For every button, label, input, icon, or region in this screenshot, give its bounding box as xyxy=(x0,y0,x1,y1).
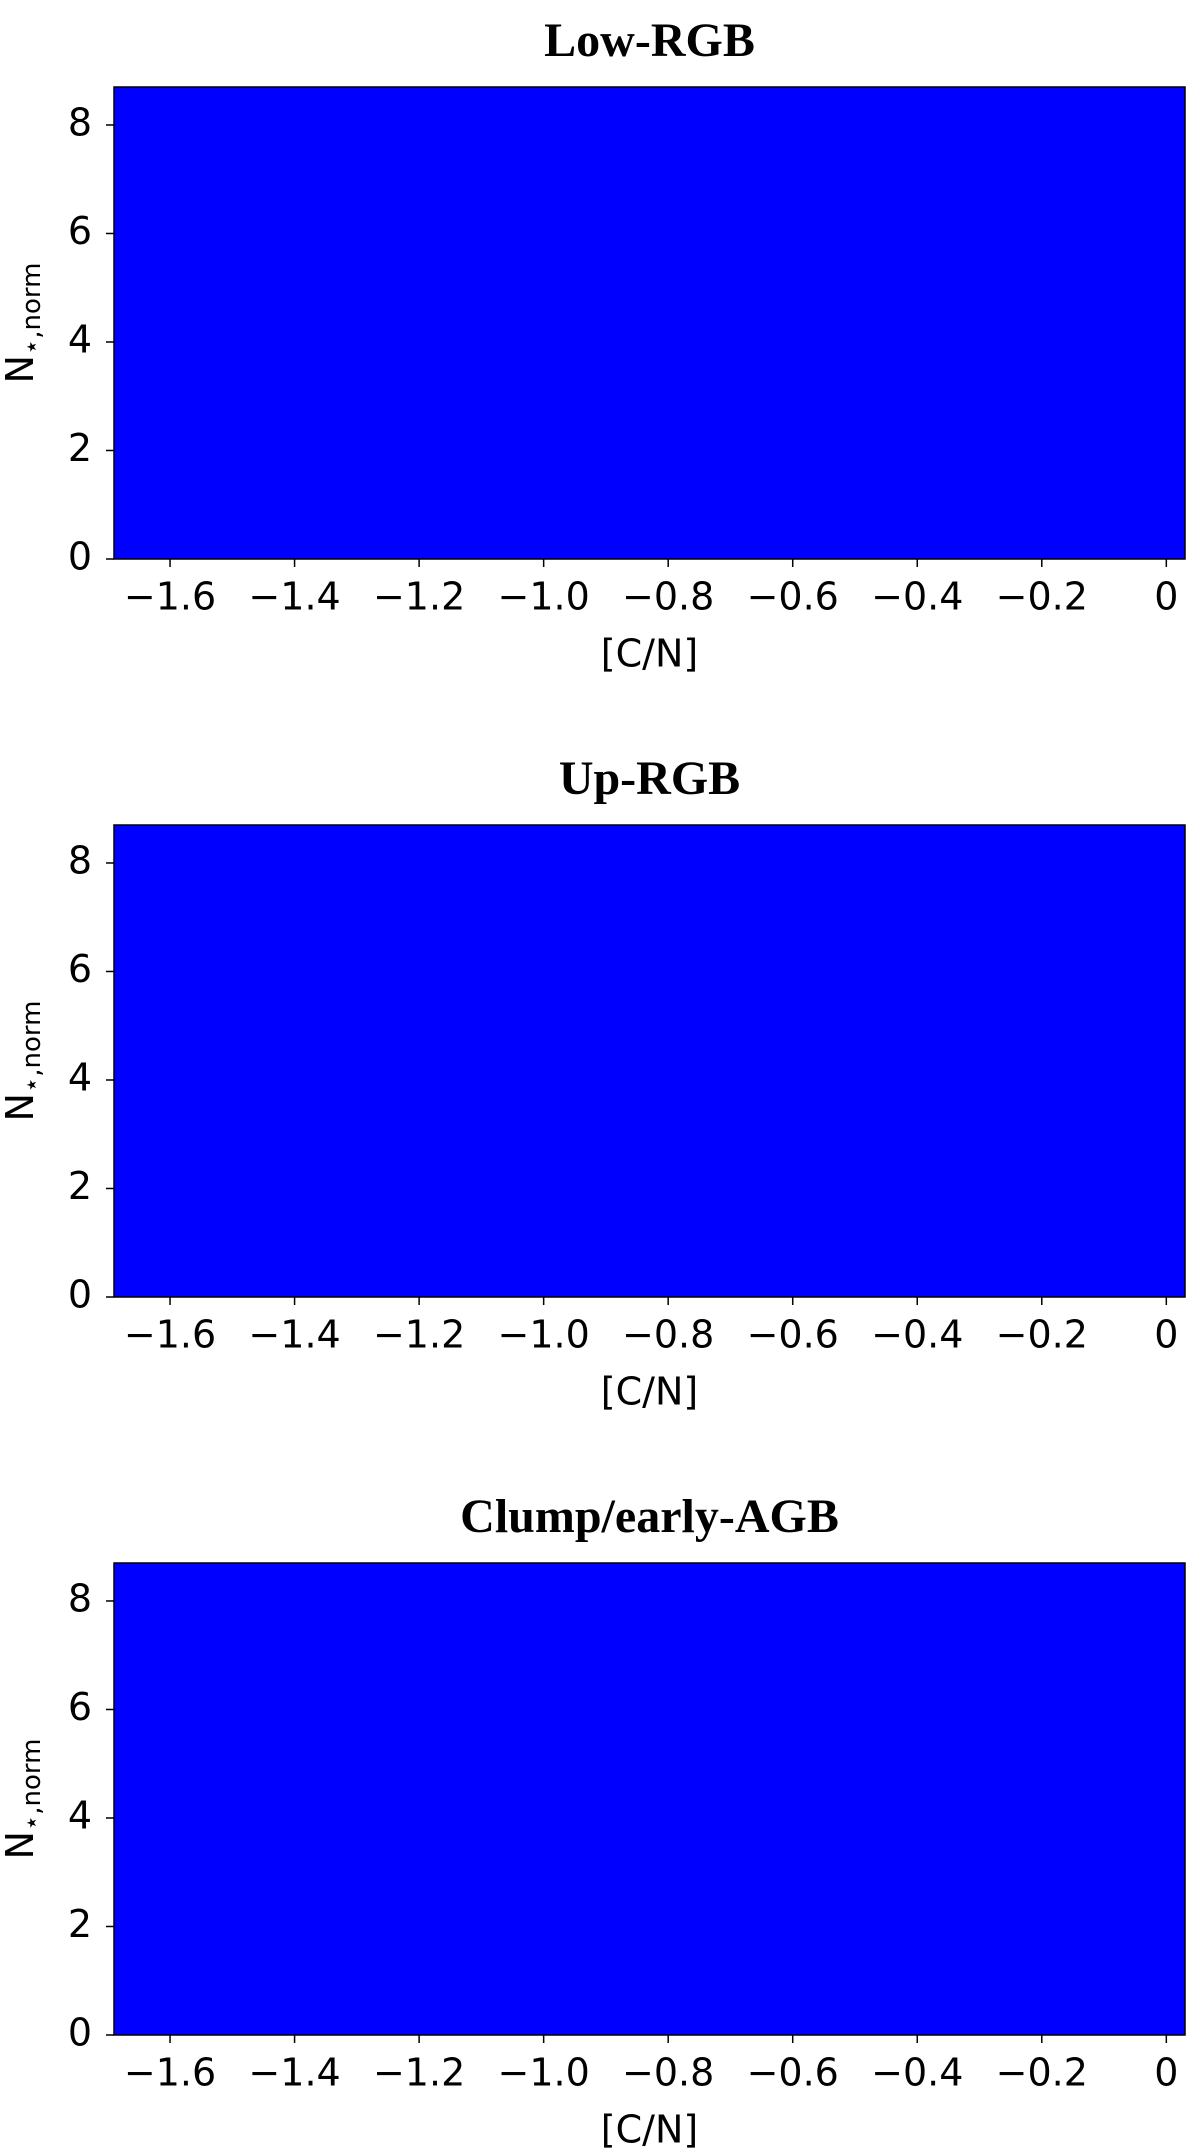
panel: Clump/early-AGB−1.6 −1.4 −1.2 −1.0 −0.8 −0.6−… xyxy=(0,1490,1186,2152)
panel: Low-RGB −1.6 −1.4 −1.2 −1.0 −0.8 −0.6 −0.4 −0.2 0… xyxy=(0,14,1186,676)
y-axis-label-main: N xyxy=(0,1831,42,1859)
y-axis-label: N⋆,norm xyxy=(0,1001,47,1122)
x-tick-label: −0.6 xyxy=(747,1313,839,1357)
x-tick-label: −1.6 xyxy=(124,2051,216,2095)
x-axis-label: [C/N] xyxy=(601,2108,698,2152)
y-tick-label: 4 xyxy=(68,1055,92,1099)
y-tick-label: 4 xyxy=(68,1793,92,1837)
x-tick-label: −0.4 xyxy=(871,2051,963,2095)
x-tick-label: 0 xyxy=(1154,2051,1178,2095)
x-tick-label: −1.0 xyxy=(498,2051,590,2095)
y-axis-label-sub: ⋆,norm xyxy=(17,1001,47,1094)
plot-frame xyxy=(113,824,1186,1298)
x-tick-label: −0.6 xyxy=(747,2051,839,2095)
x-tick-label: −1.0 xyxy=(498,575,590,619)
x-tick-label: −0.8 xyxy=(622,575,714,619)
x-tick-label: −0.6 xyxy=(747,575,839,619)
x-axis-label: [C/N] xyxy=(601,1370,698,1414)
x-tick-label: 0 xyxy=(1154,575,1178,619)
x-tick-label: −0.4 xyxy=(871,1313,963,1357)
y-axis-label-sub: ⋆,norm xyxy=(17,1739,47,1832)
plot-frame xyxy=(113,1562,1186,2036)
y-axis-label-main: N xyxy=(0,355,42,383)
x-tick-label: −1.2 xyxy=(373,1313,465,1357)
filled-area xyxy=(114,87,1185,559)
y-tick-label: 8 xyxy=(68,838,92,882)
x-tick-label: −1.6 xyxy=(124,1313,216,1357)
x-tick-label: −1.2 xyxy=(373,2051,465,2095)
x-tick-label: −1.6 xyxy=(124,575,216,619)
y-tick-label: 6 xyxy=(68,1685,92,1729)
y-tick-label: 2 xyxy=(68,1164,92,1208)
x-tick-label: 0 xyxy=(1154,1313,1178,1357)
y-tick-label: 6 xyxy=(68,947,92,991)
y-axis-label: N⋆,norm xyxy=(0,263,47,384)
y-tick-label: 4 xyxy=(68,317,92,361)
x-tick-label: −0.2 xyxy=(996,575,1088,619)
y-axis-label: N⋆,norm xyxy=(0,1739,47,1860)
y-tick-label: 8 xyxy=(68,1576,92,1620)
y-tick-label: 2 xyxy=(68,426,92,470)
panel-title: Low-RGB xyxy=(544,14,755,67)
x-axis-label: [C/N] xyxy=(601,632,698,676)
y-tick-label: 0 xyxy=(68,535,92,579)
y-axis-label-sub: ⋆,norm xyxy=(17,263,47,356)
panel-title: Up-RGB xyxy=(559,752,740,805)
filled-area xyxy=(114,825,1185,1297)
x-tick-label: −0.8 xyxy=(622,1313,714,1357)
x-tick-label: −1.4 xyxy=(248,575,340,619)
x-tick-label: −1.2 xyxy=(373,575,465,619)
x-tick-label: −1.0 xyxy=(498,1313,590,1357)
filled-area xyxy=(114,1563,1185,2035)
panel-title: Clump/early-AGB xyxy=(460,1490,839,1543)
x-tick-label: −0.4 xyxy=(871,575,963,619)
y-axis-label-main: N xyxy=(0,1093,42,1121)
y-tick-label: 0 xyxy=(68,1273,92,1317)
plot-frame xyxy=(113,86,1186,560)
y-tick-label: 0 xyxy=(68,2011,92,2055)
x-tick-label: −1.4 xyxy=(248,1313,340,1357)
x-tick-label: −1.4 xyxy=(248,2051,340,2095)
y-tick-label: 6 xyxy=(68,209,92,253)
x-tick-label: −0.8 xyxy=(622,2051,714,2095)
x-tick-label: −0.2 xyxy=(996,1313,1088,1357)
x-tick-label: −0.2 xyxy=(996,2051,1088,2095)
y-tick-label: 2 xyxy=(68,1902,92,1946)
panel: Up-RGB −1.6 −1.4 −1.2 −1.0 −0.8 −0.6 −0.4 −0.2 0 0… xyxy=(0,752,1186,1414)
y-tick-label: 8 xyxy=(68,100,92,144)
